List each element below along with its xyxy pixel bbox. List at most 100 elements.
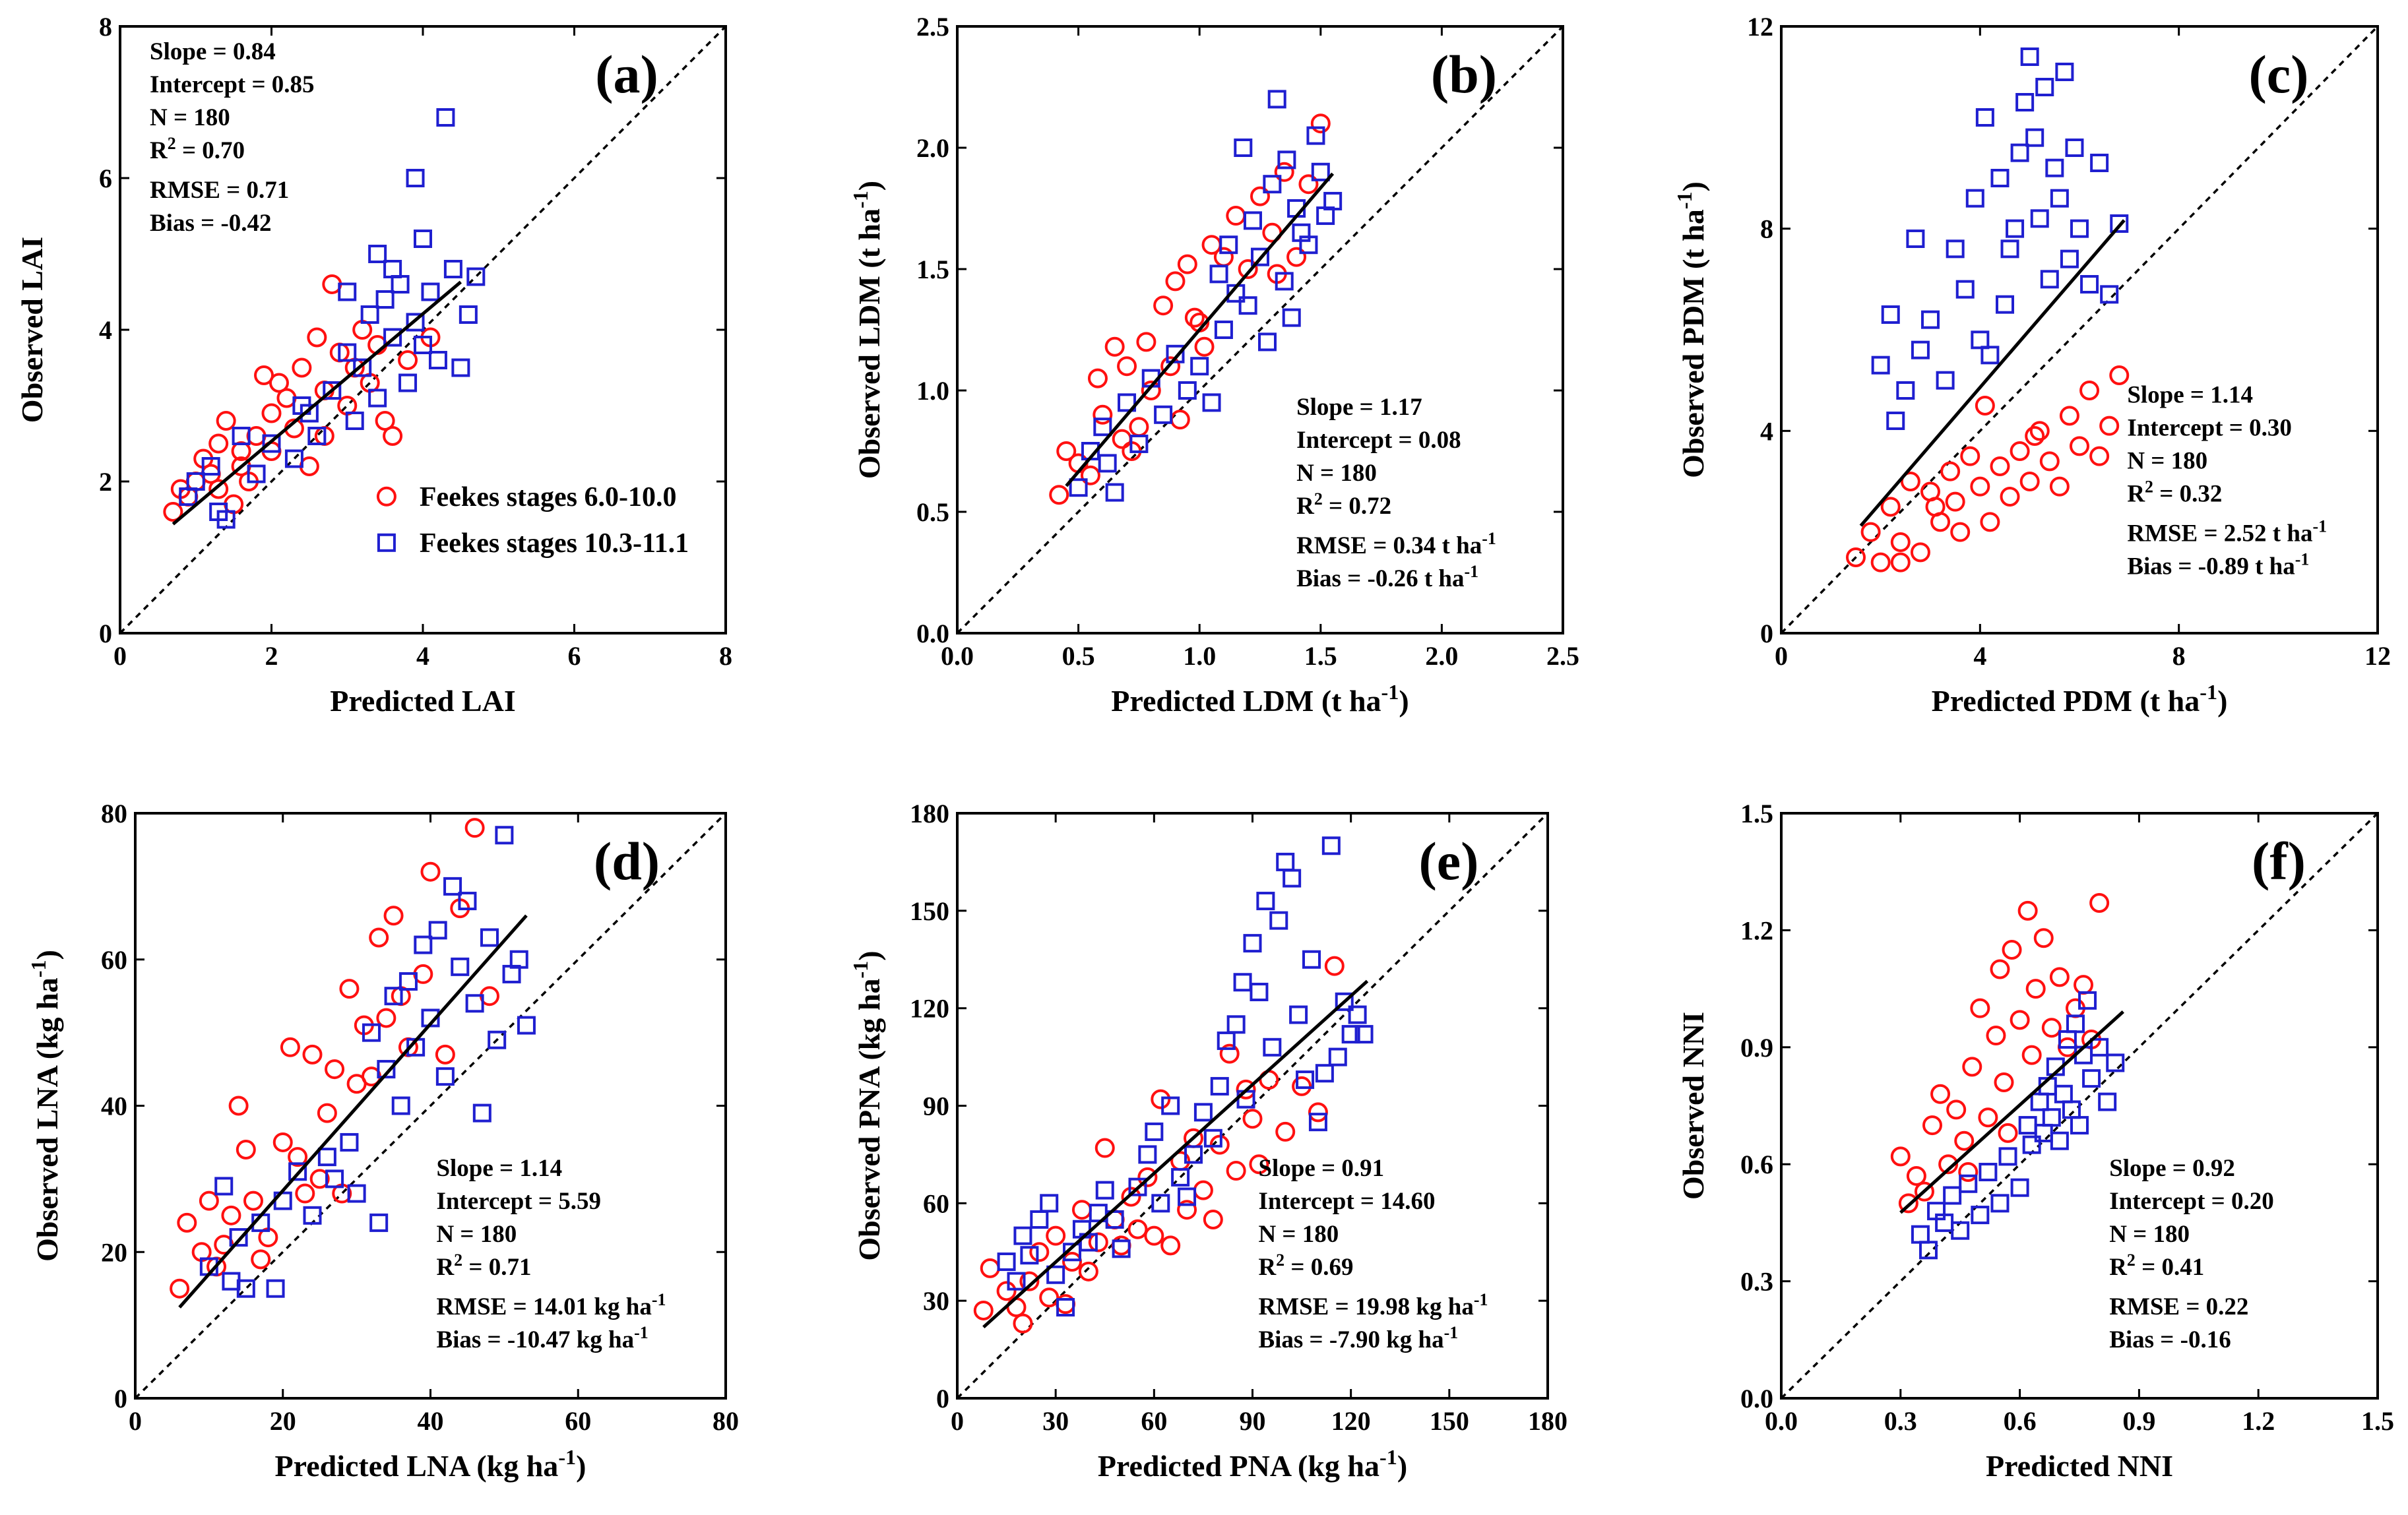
data-point [1990,456,2010,476]
panel-label: (b) [1431,44,1497,104]
stat-line: Slope = 1.14 [2127,381,2253,408]
data-point [1980,346,2000,365]
data-point [1209,264,1228,284]
data-point [2041,1018,2062,1038]
data-point [2042,1108,2061,1127]
data-point [347,1184,366,1203]
y-tick-label: 2.5 [916,12,949,42]
data-point [284,449,303,468]
x-tick-label: 12 [2364,641,2391,671]
data-point [488,1030,507,1049]
y-tick-label: 0 [936,1384,949,1413]
data-point [199,1190,219,1211]
data-point [1890,532,1911,552]
data-point [406,169,425,187]
data-point [295,1183,315,1204]
data-point [1039,1287,1060,1308]
stat-line: Intercept = 0.85 [150,71,315,98]
data-point [421,282,440,301]
data-point [1906,230,1925,248]
data-point [1202,393,1221,412]
data-point [2065,139,2084,157]
data-point [2019,472,2040,491]
data-point [339,979,360,999]
data-point [1160,1235,1181,1256]
data-point [1930,1084,1951,1104]
stat-line: RMSE = 0.22 [2109,1293,2248,1320]
data-point [1998,1123,2018,1143]
stat-line: RMSE = 19.98 kg ha-1 [1258,1289,1488,1320]
data-point [1013,1226,1032,1245]
data-point [2040,270,2059,289]
data-point [1900,472,1920,491]
regression-line [982,979,1369,1329]
x-tick-label: 1.5 [2361,1406,2394,1436]
series-feekes-10-3-11-1 [1069,90,1343,502]
data-point [1249,1154,1269,1175]
data-point [376,1008,396,1028]
data-point [1274,162,1294,182]
data-point [163,502,183,522]
data-point [1062,1252,1083,1272]
data-point [1880,497,1901,517]
data-point [1250,186,1270,206]
data-point [1256,892,1275,911]
data-point [1960,446,1980,466]
data-point [2110,214,2129,233]
data-point [1153,295,1174,316]
data-point [214,1177,234,1196]
panel-f: 0.0 0.3 0.6 0.9 1.2 1.5 0.0 0.3 0.6 0.9 1.2 1.5 Pred… [1676,799,2394,1483]
x-axis-title: Predicted LNA (kg ha-1) [275,1445,586,1483]
data-point [406,313,425,332]
x-tick-label: 0.9 [2122,1406,2155,1436]
x-tick-label: 8 [2172,641,2186,671]
data-point [1994,1072,2014,1093]
x-tick-label: 30 [1042,1406,1069,1436]
data-point [2010,441,2030,461]
data-point [2060,249,2079,268]
data-point [458,892,477,911]
data-point [1292,1076,1312,1096]
data-point [1282,308,1301,327]
series-feekes-6-10 [170,818,499,1299]
data-point [2025,426,2045,446]
data-point [391,1096,410,1115]
data-point [1088,1232,1108,1252]
data-point [1094,1138,1115,1158]
y-tick-label: 0.6 [1740,1150,1773,1179]
data-point [2015,93,2035,111]
data-point [1922,1115,1943,1136]
data-point [1324,956,1345,976]
panel-a: 0 2 4 6 8 0 2 4 6 8 Predicted LAI Observed LAI (a) Sl… [15,12,732,718]
data-point [1341,1025,1360,1044]
data-point [1348,1005,1367,1024]
data-point [2070,219,2089,238]
x-tick-label: 4 [1973,641,1986,671]
stat-line: Intercept = 14.60 [1258,1188,1435,1215]
data-point [236,1279,255,1298]
x-tick-label: 0 [1775,641,1788,671]
data-point [1292,223,1311,242]
data-point [398,373,418,392]
data-point [1283,869,1302,888]
data-point [1046,1265,1065,1284]
data-point [236,1140,256,1160]
y-tick-label: 90 [923,1092,949,1121]
regression-line [1899,1010,2124,1214]
data-point [1226,1015,1246,1034]
data-point [1846,547,1866,567]
data-point [2078,991,2097,1010]
data-point [2022,1135,2041,1154]
x-tick-label: 0.5 [1062,641,1095,671]
data-point [1217,1031,1236,1050]
data-point [517,1016,536,1035]
data-point [1105,1210,1124,1229]
data-point [1914,1181,1934,1202]
one-to-one-line [956,25,1564,634]
data-point [2033,928,2054,948]
data-point [2089,893,2110,913]
data-point [302,1044,323,1065]
data-point [1040,1194,1059,1213]
data-point [1093,417,1112,437]
